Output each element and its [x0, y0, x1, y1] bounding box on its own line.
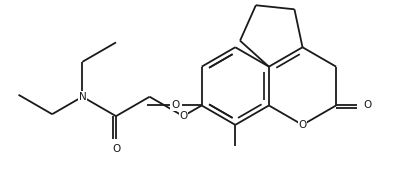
Text: O: O	[112, 144, 120, 154]
Text: O: O	[171, 100, 179, 111]
Text: N: N	[79, 92, 86, 102]
Text: O: O	[363, 100, 371, 111]
Text: O: O	[298, 120, 307, 130]
Text: O: O	[179, 111, 187, 121]
